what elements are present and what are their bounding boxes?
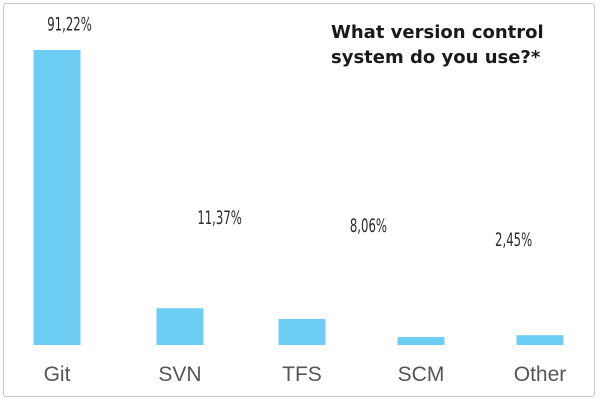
bar-tfs [278,318,326,345]
chart-title-line-1: What version control [331,22,544,43]
bar-scm [397,337,445,345]
category-label-tfs: TFS [282,363,322,386]
bar-svn [156,308,204,345]
value-label-svn: 11,37% [197,207,242,229]
bar-git [33,50,81,345]
category-label-svn: SVN [158,363,201,386]
bar-other [516,335,564,345]
category-label-other: Other [514,363,567,386]
category-label-scm: SCM [398,363,445,386]
value-label-scm: 2,45% [495,229,532,251]
chart-title-line-2: system do you use?* [331,47,541,68]
chart-title: What version control system do you use?* [331,20,591,70]
category-label-git: Git [44,363,71,386]
value-label-git: 91,22% [47,14,92,36]
value-label-tfs: 8,06% [350,215,387,237]
